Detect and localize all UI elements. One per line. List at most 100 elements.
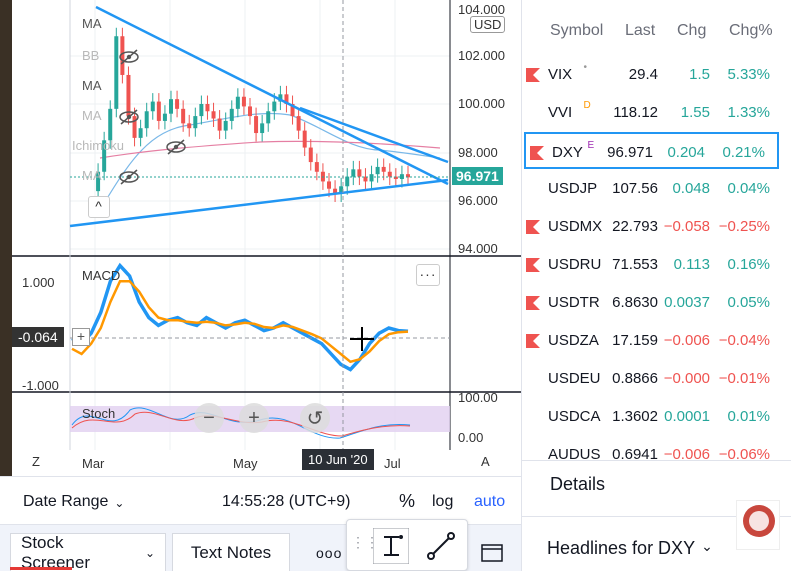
symbol-name: USDCA [548,408,601,425]
candle-body [96,171,101,192]
change-percent: −0.04% [718,332,770,349]
last-price: 22.793 [612,218,658,235]
candle-body [199,104,204,117]
flag-icon[interactable] [526,68,540,82]
watchlist-row[interactable]: AUDUS 0.6941 −0.006 −0.06% [522,436,782,473]
trend-line [95,5,449,186]
candle-body [381,166,386,172]
more-tabs-button[interactable]: ooo [316,545,343,561]
hidden-eye-icon[interactable] [165,139,187,155]
candle-body [260,123,265,134]
change-percent: −0.25% [718,218,770,235]
watchlist-row[interactable]: USDTR 6.8630 0.0037 0.05% [522,284,782,321]
scale-z-button[interactable]: Z [32,454,40,469]
watchlist-row[interactable]: USDZA 17.159 −0.006 −0.04% [522,322,782,359]
drag-handle-icon[interactable]: ⋮⋮ [351,534,379,550]
trend-line-tool-icon[interactable] [423,528,459,564]
ma-line [99,112,441,211]
watchlist-row[interactable]: USDMX 22.793 −0.058 −0.25% [522,208,782,245]
percent-scale-toggle[interactable]: % [399,491,416,511]
reset-chart-button[interactable]: ↺ [300,403,330,433]
symbol-name: VIX [548,66,573,83]
watchlist-row[interactable]: USDEU 0.8866 −0.000 −0.01% [522,360,782,397]
auto-scale-toggle[interactable]: auto [474,493,506,510]
candle-body [357,169,362,177]
zoom-out-button[interactable]: − [194,403,224,433]
change-value: 0.204 [667,144,705,161]
watchlist-row[interactable]: USDJP 107.56 0.048 0.04% [522,170,782,207]
hidden-eye-icon[interactable] [118,49,140,65]
candle-body [114,36,119,109]
change-value: 0.0001 [664,408,710,425]
log-scale-toggle[interactable]: log [432,493,454,510]
indicator-label[interactable]: Ichimoku [72,138,125,153]
hidden-eye-icon[interactable] [118,109,140,125]
flag-icon[interactable] [530,146,544,160]
details-section-header[interactable]: Details [550,474,606,494]
zoom-in-button[interactable]: + [239,403,269,433]
tab-text-notes[interactable]: Text Notes [172,533,290,571]
column-header-last[interactable]: Last [625,22,656,39]
collapse-legend-button[interactable]: ^ [88,196,110,218]
chart-bottom-toolbar: Date Range ⌄ 14:55:28 (UTC+9) % log auto [0,476,521,524]
symbol-marker: E [587,140,595,151]
indicator-label[interactable]: MA [82,16,102,31]
clock-timezone[interactable]: 14:55:28 (UTC+9) [222,493,351,510]
column-header-chgp[interactable]: Chg% [729,22,773,39]
candle-body [284,94,289,104]
symbol-name: USDZA [548,332,599,349]
candle-body [144,111,149,129]
candle-body [229,108,234,121]
add-alert-plus-icon[interactable]: + [72,328,90,346]
watchlist-row[interactable]: DXY E 96.971 0.204 0.21% [524,132,779,169]
currency-badge[interactable]: USD [470,16,506,33]
indicator-label[interactable]: MA [82,78,102,93]
watchlist-row[interactable]: VIX • 29.4 1.5 5.33% [522,56,782,93]
chart-area[interactable]: MA BB MA MA Ichimoku MA ^ 104.000 USD 102.000… [0,0,521,476]
change-percent: −0.01% [718,370,770,387]
column-header-symbol[interactable]: Symbol [550,22,604,39]
candle-body [290,104,295,117]
change-value: 1.5 [689,66,710,83]
price-axis-label: 102.000 [458,48,505,63]
tab-stock-screener[interactable]: Stock Screener ⌄ [10,533,166,571]
symbol-name: AUDUS [548,446,601,463]
flag-icon[interactable] [526,258,540,272]
flag-icon[interactable] [526,296,540,310]
price-axis-label: 104.000 [458,2,505,17]
macd-line [71,262,409,372]
stoch-line [71,411,411,437]
watchlist-row[interactable]: USDCA 1.3602 0.0001 0.01% [522,398,782,435]
stoch-label: Stoch [82,406,116,421]
crosshair-cursor-icon [350,327,374,351]
symbol-name: USDRU [548,256,602,273]
candle-body [272,101,277,112]
indicator-label[interactable]: MA [82,108,102,123]
price-range-tool-icon[interactable] [373,528,409,564]
watchlist-row[interactable]: USDRU 71.553 0.113 0.16% [522,246,782,283]
macd-label: MACD [82,268,121,283]
price-axis-label: 100.000 [458,96,505,111]
watchlist-row[interactable]: VVI D 118.12 1.55 1.33% [522,94,782,131]
date-range-button[interactable]: Date Range ⌄ [23,493,124,513]
scale-auto-button[interactable]: A [481,454,490,469]
flag-icon[interactable] [526,334,540,348]
hidden-eye-icon[interactable] [118,169,140,185]
floating-drawing-toolbar: ⋮⋮ [346,519,468,571]
candle-body [278,94,283,102]
indicator-label[interactable]: BB [82,48,100,63]
flag-icon[interactable] [526,220,540,234]
candle-body [193,116,198,129]
change-value: −0.006 [663,446,710,463]
indicator-label[interactable]: MA [82,168,102,183]
price-axis-label: 96.000 [458,193,498,208]
date-range-label: Date Range [23,493,109,510]
change-value: 0.113 [673,256,710,273]
maximize-panel-icon[interactable] [481,543,503,563]
last-price: 6.8630 [612,294,658,311]
macd-more-button[interactable]: ··· [416,264,440,286]
headlines-section-header[interactable]: Headlines for DXY ⌄ [547,538,713,559]
price-axis-label: 94.000 [458,241,498,256]
column-header-chg[interactable]: Chg [677,22,707,39]
stoch-axis-label: 100.00 [458,390,498,405]
